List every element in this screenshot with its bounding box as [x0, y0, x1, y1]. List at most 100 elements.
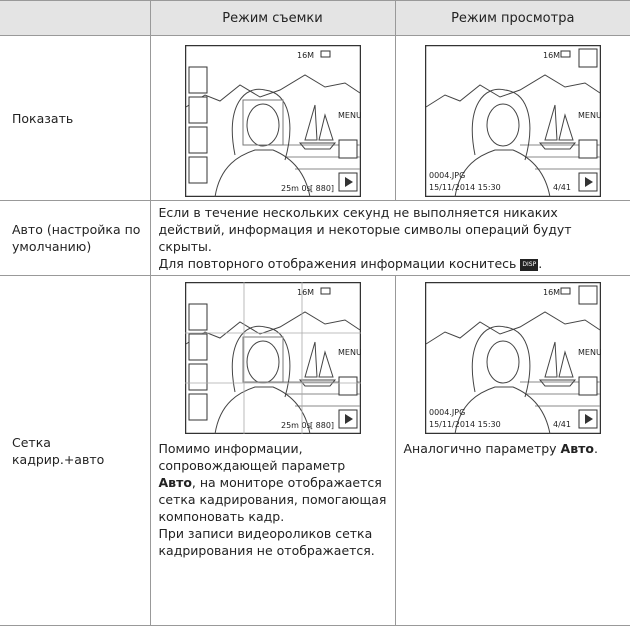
screen-size: 16M: [297, 51, 314, 60]
frame-number: 4/41: [553, 183, 571, 192]
play-triangle: [584, 414, 593, 424]
bold-text: Авто: [158, 475, 192, 490]
screen-size: 16M: [297, 288, 314, 297]
mode-icon: [188, 66, 207, 94]
mountains: [425, 74, 601, 108]
mountains: [425, 311, 601, 345]
row-label: Показать: [0, 35, 150, 201]
shot-count: [ 880]: [310, 421, 334, 430]
camera-screen: 16M MENU 0004.JPG 15/11/2014 15:30 4/41: [424, 45, 601, 197]
woman-face: [246, 103, 279, 147]
edit-icon: [578, 48, 598, 68]
mountains: [185, 311, 360, 345]
date-time: 15/11/2014 15:30: [429, 183, 501, 192]
flash-icon: [338, 139, 357, 159]
row-label: Авто (настройка по умолчанию): [0, 200, 150, 276]
woman-body: [214, 149, 310, 197]
file-name: 0004.JPG: [429, 171, 465, 180]
text: .: [593, 441, 598, 456]
screen-frame: [424, 45, 601, 197]
battery-icon: [560, 50, 571, 58]
mode-icon: [188, 393, 207, 421]
play-triangle: [344, 177, 353, 187]
cell: 16M MENU 0004.JPG 15/11/2014 15:30 4/41 Анал…: [394, 275, 630, 626]
framing-grid: [184, 282, 361, 434]
mountains: [185, 74, 360, 108]
screen-frame: [184, 45, 361, 197]
cell: 16M MENU 25m 0s[ 880] Помимо информации, с…: [149, 275, 395, 626]
header-cell: Режим просмотра: [394, 0, 630, 36]
recording-time: 25m 0s: [281, 184, 311, 193]
text: .: [538, 256, 543, 271]
header-row: Режим съемки Режим просмотра: [0, 0, 630, 36]
cell: 16M MENU 25m 0s[ 880]: [149, 35, 395, 201]
menu-icon: MENU: [578, 111, 601, 120]
frame-number: 4/41: [553, 420, 571, 429]
woman-face: [486, 340, 520, 384]
sailboat: [298, 104, 336, 150]
woman-hair: [471, 88, 531, 161]
woman-hair: [231, 88, 290, 161]
bold-text: Авто: [560, 441, 594, 456]
mode-icon: [188, 333, 207, 361]
text: , на мониторе отображается сетка кадриро…: [158, 475, 387, 524]
paragraph: Аналогично параметру Авто.: [404, 440, 623, 457]
edit-icon: [578, 285, 598, 305]
file-name: 0004.JPG: [429, 408, 465, 417]
woman-body: [454, 149, 551, 197]
paragraph: Если в течение нескольких секунд не выпо…: [158, 205, 572, 254]
woman-body: [214, 386, 310, 434]
date-time: 15/11/2014 15:30: [429, 420, 501, 429]
cell: 16M MENU 0004.JPG 15/11/2014 15:30 4/41: [394, 35, 630, 201]
sailboat: [298, 341, 336, 387]
header-empty: [0, 0, 150, 36]
mode-icon: [188, 126, 207, 154]
focus-frame: [242, 336, 283, 383]
menu-icon: MENU: [578, 348, 601, 357]
delete-icon: [578, 139, 598, 159]
row: Авто (настройка по умолчанию) Если в теч…: [0, 200, 630, 276]
play-triangle: [344, 414, 353, 424]
camera-screen: 16M MENU 0004.JPG 15/11/2014 15:30 4/41: [424, 282, 601, 434]
screen-size: 16M: [543, 288, 560, 297]
paragraph: Помимо информации, сопровождающей параме…: [159, 440, 387, 525]
mode-icon: [188, 156, 207, 184]
recording-time: 25m 0s: [281, 421, 311, 430]
sailboat: [538, 104, 576, 150]
header-cell: Режим съемки: [149, 0, 395, 36]
screen-size: 16M: [543, 51, 560, 60]
screen-frame: [424, 282, 601, 434]
row-label: Сетка кадрир.+авто: [0, 275, 150, 626]
woman-face: [486, 103, 520, 147]
play-triangle: [584, 177, 593, 187]
mode-icon: [188, 303, 207, 331]
flash-icon: [338, 376, 357, 396]
text: Помимо информации, сопровождающей параме…: [158, 441, 346, 473]
woman-hair: [471, 325, 531, 398]
row: Показать 16M MENU 25m 0s[ 880] 16M MENU 0004…: [0, 35, 630, 201]
paragraph: При записи видеороликов сетка кадрирован…: [158, 526, 375, 558]
battery-icon: [320, 287, 330, 295]
battery-icon: [560, 287, 571, 295]
camera-screen: 16M MENU 25m 0s[ 880]: [184, 45, 361, 197]
row: Сетка кадрир.+авто 16M MENU 25m 0s[ 880] П…: [0, 275, 630, 626]
shot-count: [ 880]: [310, 184, 334, 193]
woman-hair: [231, 325, 290, 398]
sailboat: [538, 341, 576, 387]
paragraph: Для повторного отображения информации ко…: [159, 255, 623, 272]
camera-screen: 16M MENU 25m 0s[ 880]: [184, 282, 361, 434]
mode-icon: [188, 96, 207, 124]
woman-body: [454, 386, 551, 434]
disp-icon: DISP: [520, 258, 539, 271]
mode-icon: [188, 363, 207, 391]
focus-frame: [242, 99, 283, 146]
delete-icon: [578, 376, 598, 396]
cell: Если в течение нескольких секунд не выпо…: [149, 200, 630, 276]
battery-icon: [320, 50, 330, 58]
text: Для повторного отображения информации ко…: [158, 256, 517, 271]
text: Аналогично параметру: [403, 441, 557, 456]
menu-icon: MENU: [338, 111, 361, 120]
screen-frame: [184, 282, 361, 434]
